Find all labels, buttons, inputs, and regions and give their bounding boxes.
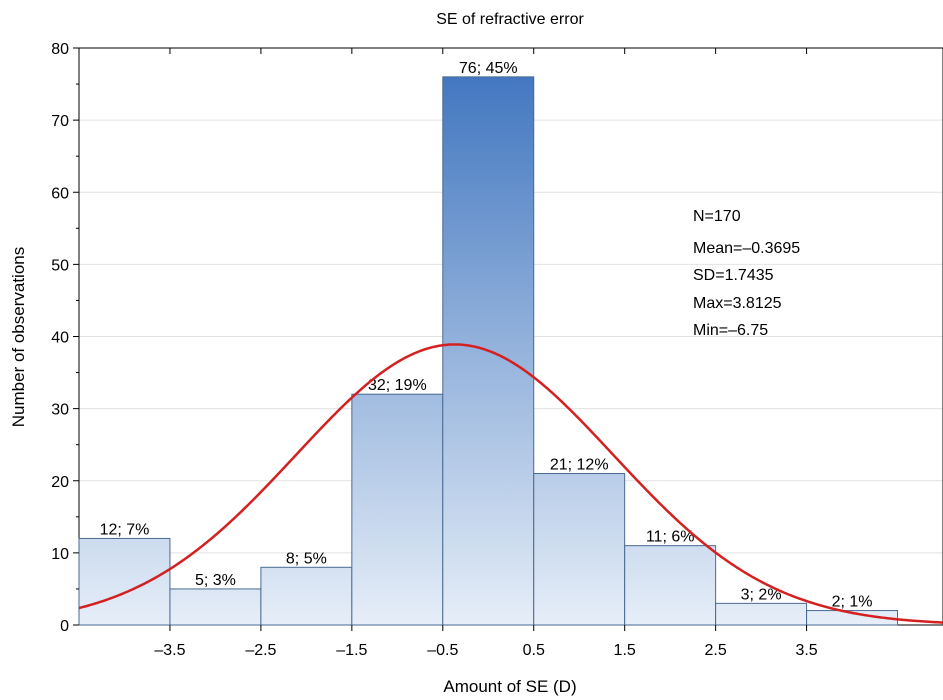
y-tick-label: 40: [51, 330, 69, 347]
bar-value-label: 3; 2%: [741, 586, 782, 603]
histogram-bars: [78, 76, 899, 626]
y-tick-label: 10: [51, 546, 69, 563]
histogram-bar: [169, 588, 262, 626]
histogram-bar: [715, 602, 808, 626]
x-axis: –3.5 –2.5 –1.5 –0.5 0.5 1.5 2.5 3.5: [154, 48, 818, 659]
x-tick-label: 1.5: [614, 642, 636, 659]
x-tick-label: –0.5: [427, 642, 458, 659]
x-tick-label: –3.5: [154, 642, 185, 659]
bar-value-label: 5; 3%: [195, 572, 236, 589]
histogram-bar: [624, 545, 717, 626]
bar-labels: 12; 7% 5; 3% 8; 5% 32; 19% 76; 45% 21; 12% 11;…: [100, 60, 873, 611]
x-tick-label: 0.5: [523, 642, 545, 659]
y-tick-label: 60: [51, 185, 69, 202]
x-tick-label: –1.5: [336, 642, 367, 659]
histogram-bar: [533, 473, 626, 626]
bar-value-label: 21; 12%: [550, 457, 609, 474]
bar-value-label: 32; 19%: [368, 377, 427, 394]
histogram-bar: [260, 566, 353, 626]
stats-mean: Mean=–0.3695: [693, 240, 800, 257]
stats-min: Min=–6.75: [693, 322, 768, 339]
stats-sd: SD=1.7435: [693, 267, 774, 284]
x-tick-label: 2.5: [705, 642, 727, 659]
chart-title: SE of refractive error: [436, 11, 584, 28]
y-axis-title: Number of observations: [9, 247, 28, 427]
histogram-bar: [351, 393, 444, 626]
bar-value-label: 2; 1%: [832, 594, 873, 611]
histogram-bar: [78, 537, 171, 626]
x-tick-label: 3.5: [795, 642, 817, 659]
y-tick-label: 50: [51, 257, 69, 274]
y-tick-label: 30: [51, 402, 69, 419]
bar-value-label: 11; 6%: [646, 529, 695, 546]
histogram-bar: [806, 610, 899, 626]
stats-n: N=170: [693, 208, 741, 225]
stats-max: Max=3.8125: [693, 295, 782, 312]
y-tick-label: 70: [51, 113, 69, 130]
y-tick-label: 0: [60, 618, 69, 635]
y-tick-label: 20: [51, 474, 69, 491]
x-tick-label: –2.5: [245, 642, 276, 659]
x-axis-title: Amount of SE (D): [443, 677, 576, 696]
statistics-annotation: N=170 Mean=–0.3695 SD=1.7435 Max=3.8125 …: [693, 208, 800, 339]
y-tick-label: 80: [51, 41, 69, 58]
normal-curve: [79, 343, 943, 624]
bar-value-label: 8; 5%: [286, 550, 327, 567]
y-axis: 0 10 20 30 40 50 60 70 80: [51, 41, 79, 635]
bar-value-label: 76; 45%: [459, 60, 518, 77]
bar-value-label: 12; 7%: [100, 521, 150, 538]
